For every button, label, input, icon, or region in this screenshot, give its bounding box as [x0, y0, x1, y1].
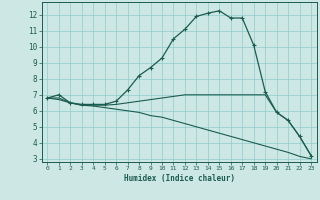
X-axis label: Humidex (Indice chaleur): Humidex (Indice chaleur)	[124, 174, 235, 183]
